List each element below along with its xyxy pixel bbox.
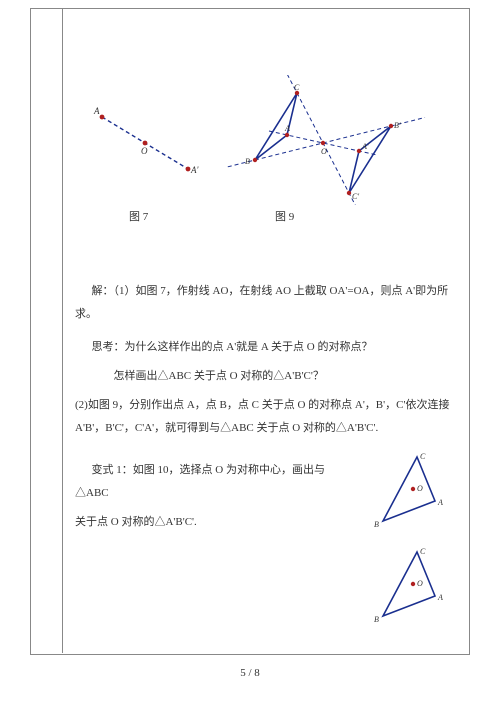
svg-text:B: B xyxy=(245,157,250,166)
svg-text:A: A xyxy=(437,593,443,602)
paragraph-6: 关于点 O 对称的△A'B'C'. xyxy=(75,511,330,534)
svg-text:C: C xyxy=(294,83,300,92)
paragraph-4: (2)如图 9，分别作出点 A，点 B，点 C 关于点 O 的对称点 A'，B'… xyxy=(75,394,450,440)
svg-text:A: A xyxy=(93,106,100,116)
svg-text:A: A xyxy=(284,124,290,133)
page-frame-divider xyxy=(62,8,63,653)
svg-text:O: O xyxy=(417,484,423,493)
svg-text:A': A' xyxy=(190,165,199,175)
svg-text:B': B' xyxy=(394,121,401,130)
variant-block: 变式 1：如图 10，选择点 O 为对称中心，画出与△ABC 关于点 O 对称的… xyxy=(75,459,450,629)
svg-text:A: A xyxy=(437,498,443,507)
svg-text:B: B xyxy=(374,615,379,624)
body-text: 解：（1）如图 7，作射线 AO，在射线 AO 上截取 OA'=OA，则点 A'… xyxy=(75,280,450,629)
caption-fig7: 图 7 xyxy=(129,208,148,224)
figure-9: A B C O A' B' C' xyxy=(225,75,435,205)
figures-row: A O A' A B C O A' B' C' xyxy=(75,20,455,220)
svg-text:O: O xyxy=(141,146,148,156)
page: A O A' A B C O A' B' C' 图 7 图 9 解：（1）如图 7，作射线 AO… xyxy=(0,0,500,707)
svg-text:C': C' xyxy=(352,192,359,201)
figure-10a: A B C O xyxy=(365,449,450,529)
figure-7: A O A' xyxy=(90,105,210,185)
caption-fig9: 图 9 xyxy=(275,208,294,224)
paragraph-2: 思考：为什么这样作出的点 A'就是 A 关于点 O 的对称点？ xyxy=(75,336,450,359)
svg-text:O: O xyxy=(321,147,327,156)
paragraph-3: 怎样画出△ABC 关于点 O 对称的△A'B'C'？ xyxy=(75,365,450,388)
content: A O A' A B C O A' B' C' 图 7 图 9 解：（1）如图 7，作射线 AO… xyxy=(75,20,455,640)
paragraph-1: 解：（1）如图 7，作射线 AO，在射线 AO 上截取 OA'=OA，则点 A'… xyxy=(75,280,450,326)
paragraph-5: 变式 1：如图 10，选择点 O 为对称中心，画出与△ABC xyxy=(75,459,330,505)
figure-10b: A B C O xyxy=(365,544,450,624)
svg-text:A': A' xyxy=(361,142,369,151)
svg-text:B: B xyxy=(374,520,379,529)
page-number: 5 / 8 xyxy=(0,667,500,679)
svg-text:C: C xyxy=(420,452,426,461)
svg-text:O: O xyxy=(417,579,423,588)
svg-text:C: C xyxy=(420,547,426,556)
